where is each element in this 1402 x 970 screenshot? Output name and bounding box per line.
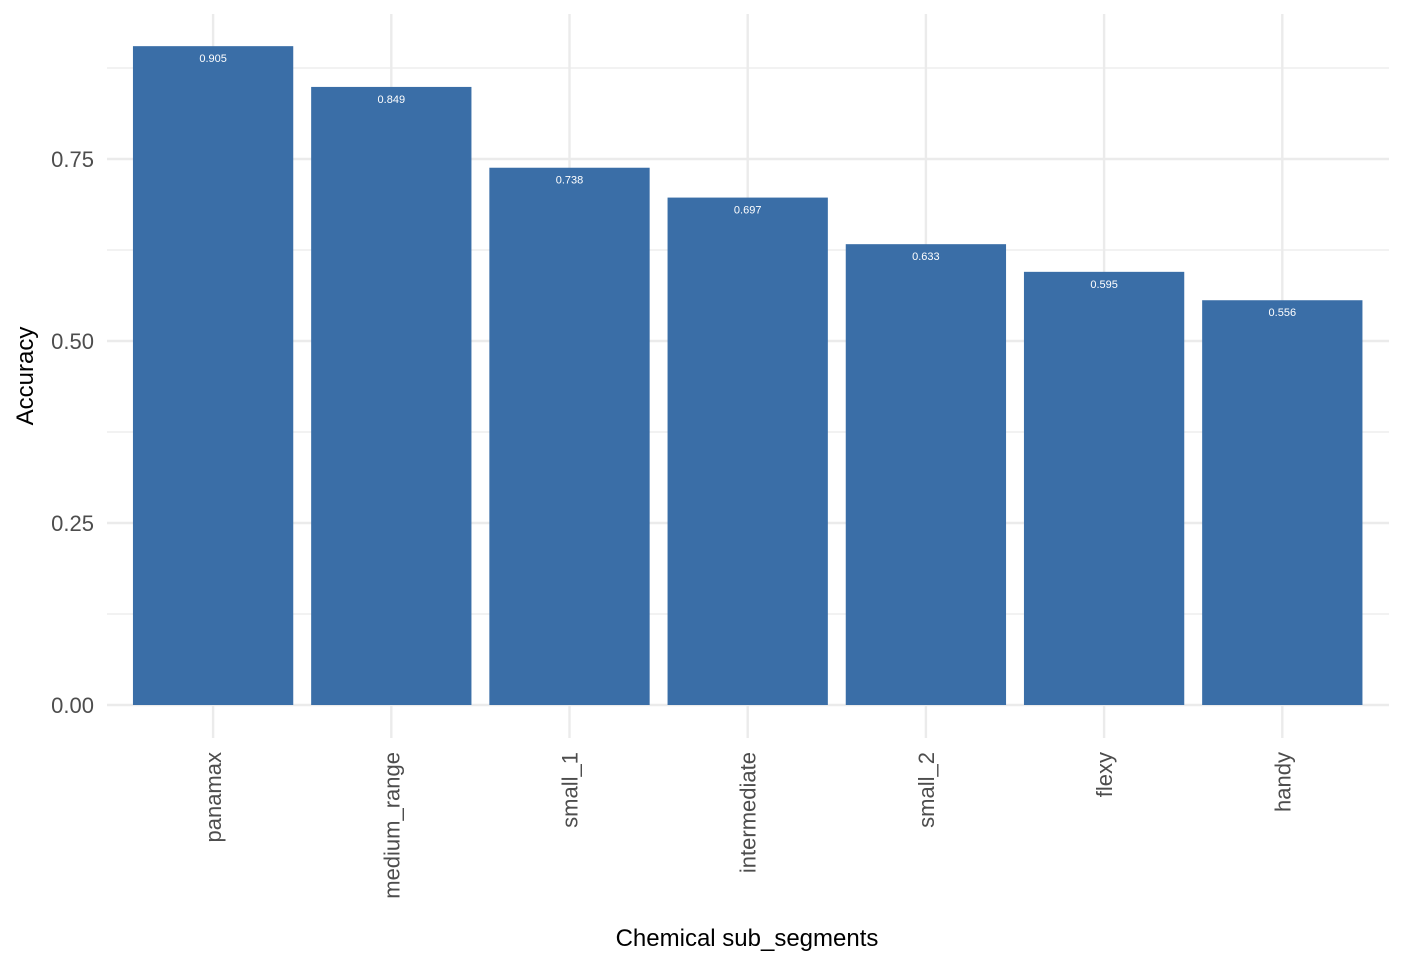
y-tick-label: 0.25 [51, 511, 94, 536]
x-tick-label: panamax [201, 752, 226, 843]
bar-flexy [1023, 271, 1185, 705]
y-tick-label: 0.75 [51, 147, 94, 172]
bar-handy [1202, 300, 1363, 705]
x-axis-title: Chemical sub_segments [616, 925, 879, 952]
bar-panamax [132, 46, 294, 706]
data-label: 0.905 [199, 53, 227, 65]
x-tick-label: handy [1270, 752, 1295, 812]
y-tick-label: 0.50 [51, 329, 94, 354]
x-axis-ticks: panamax medium_range small_1 intermediate sm… [201, 752, 1295, 899]
x-tick-label: intermediate [736, 752, 761, 873]
data-labels: 0.905 0.849 0.738 0.697 0.633 0.595 0.556 [199, 53, 1296, 319]
x-tick-label: small_1 [558, 752, 583, 828]
data-label: 0.633 [912, 251, 940, 263]
bar-small_1 [489, 167, 650, 706]
x-tick-label: flexy [1092, 752, 1117, 797]
data-label: 0.738 [556, 175, 584, 187]
data-label: 0.556 [1269, 307, 1297, 319]
bar-medium_range [311, 86, 472, 706]
bars [132, 46, 1363, 706]
bar-intermediate [667, 197, 828, 706]
data-label: 0.697 [734, 205, 762, 217]
y-axis-title: Accuracy [12, 327, 39, 426]
data-label: 0.595 [1090, 279, 1118, 291]
x-tick-label: medium_range [379, 752, 404, 899]
y-axis-ticks: 0.00 0.25 0.50 0.75 [51, 147, 94, 718]
x-tick-label: small_2 [914, 752, 939, 828]
bar-small_2 [845, 244, 1007, 705]
y-tick-label: 0.00 [51, 693, 94, 718]
data-label: 0.849 [378, 94, 406, 106]
